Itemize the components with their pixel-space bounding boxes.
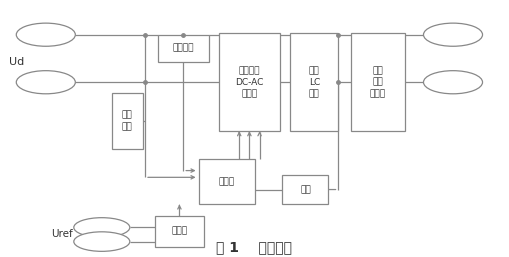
Ellipse shape (74, 232, 130, 251)
Ellipse shape (16, 71, 75, 94)
FancyBboxPatch shape (155, 216, 204, 247)
Text: Uref: Uref (51, 230, 73, 239)
FancyBboxPatch shape (158, 35, 209, 62)
Text: 反馈: 反馈 (300, 185, 311, 194)
Text: 工频
隔离
变压器: 工频 隔离 变压器 (370, 66, 386, 98)
Text: 二阶
LC
滤波: 二阶 LC 滤波 (308, 66, 320, 98)
Text: 图 1    原理框图: 图 1 原理框图 (216, 241, 293, 254)
FancyBboxPatch shape (219, 33, 280, 131)
Text: 电压
采样: 电压 采样 (122, 111, 133, 131)
FancyBboxPatch shape (199, 159, 254, 204)
FancyBboxPatch shape (290, 33, 338, 131)
Text: 锁相环: 锁相环 (172, 227, 187, 236)
Text: Ud: Ud (9, 57, 24, 67)
FancyBboxPatch shape (112, 93, 143, 149)
Ellipse shape (16, 23, 75, 46)
Text: 电流采样: 电流采样 (173, 44, 194, 53)
Ellipse shape (423, 23, 483, 46)
Text: 单片机: 单片机 (218, 177, 235, 186)
Text: 自振荡型
DC-AC
变换器: 自振荡型 DC-AC 变换器 (235, 66, 264, 98)
FancyBboxPatch shape (282, 175, 328, 204)
Ellipse shape (423, 71, 483, 94)
FancyBboxPatch shape (351, 33, 405, 131)
Ellipse shape (74, 218, 130, 237)
